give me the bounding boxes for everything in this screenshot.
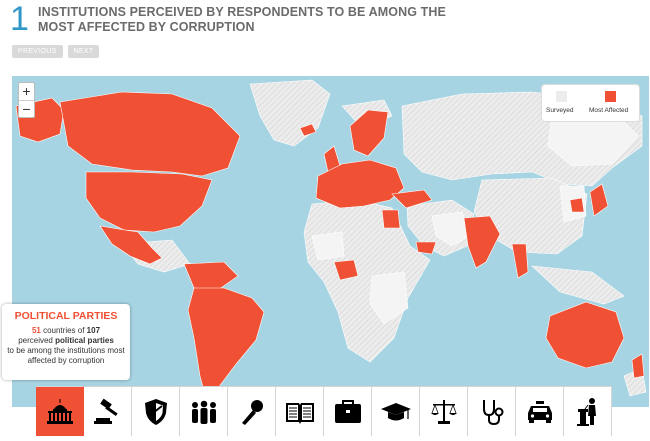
graduation-cap-icon <box>380 402 411 420</box>
gavel-icon <box>93 398 118 424</box>
slide-nav: PREVIOUS NEXT <box>12 45 100 58</box>
category-media[interactable] <box>228 386 276 436</box>
category-political-parties[interactable] <box>36 386 84 436</box>
briefcase-icon <box>334 399 361 423</box>
page-title: INSTITUTIONS PERCEIVED BY RESPONDENTS TO… <box>38 5 446 34</box>
podium-speaker-icon <box>576 397 596 426</box>
category-police[interactable] <box>516 386 564 436</box>
scales-icon <box>430 399 457 424</box>
land-surveyed <box>311 109 639 325</box>
category-parliament[interactable] <box>564 386 612 436</box>
info-text-a: countries of <box>40 326 87 335</box>
legend-swatch-most-affected <box>605 91 616 102</box>
info-text: 51 countries of 107 perceived political … <box>2 326 130 366</box>
category-public-officials[interactable] <box>420 386 468 436</box>
stethoscope-icon <box>482 399 503 425</box>
info-title: POLITICAL PARTIES <box>14 310 118 322</box>
zoom-out-button[interactable]: − <box>19 100 34 117</box>
category-medical-health[interactable] <box>468 386 516 436</box>
category-business[interactable] <box>324 386 372 436</box>
legend-label-most-affected: Most Affected <box>589 107 629 114</box>
police-car-icon <box>527 400 552 423</box>
page-header: 1 INSTITUTIONS PERCEIVED BY RESPONDENTS … <box>10 2 640 38</box>
zoom-in-button[interactable]: + <box>22 83 31 99</box>
info-count: 51 <box>31 326 41 335</box>
legend-swatch-surveyed <box>556 91 567 102</box>
legend-label-surveyed: Surveyed <box>546 107 574 114</box>
category-judiciary[interactable] <box>84 386 132 436</box>
book-icon <box>285 402 314 424</box>
map-legend: Surveyed Most Affected <box>541 84 640 122</box>
step-number: 1 <box>10 0 29 38</box>
info-total: 107 <box>86 326 101 335</box>
zoom-control: + − <box>18 82 35 118</box>
info-institution: political parties <box>55 336 114 345</box>
shield-icon <box>144 398 167 425</box>
category-military[interactable] <box>132 386 180 436</box>
microphone-icon <box>241 399 263 425</box>
info-text-c: to be among the institutions most affect… <box>7 346 125 365</box>
category-bar <box>36 386 612 436</box>
category-education[interactable] <box>372 386 420 436</box>
capitol-icon <box>46 398 73 424</box>
category-ngos[interactable] <box>180 386 228 436</box>
info-popup: POLITICAL PARTIES 51 countries of 107 pe… <box>2 304 130 380</box>
previous-button[interactable]: PREVIOUS <box>12 45 63 58</box>
next-button[interactable]: NEXT <box>67 45 100 58</box>
category-religious-bodies[interactable] <box>276 386 324 436</box>
people-icon <box>191 400 216 424</box>
world-map-svg <box>15 79 647 407</box>
info-text-b: perceived <box>18 336 56 345</box>
land-most-affected <box>15 91 645 407</box>
